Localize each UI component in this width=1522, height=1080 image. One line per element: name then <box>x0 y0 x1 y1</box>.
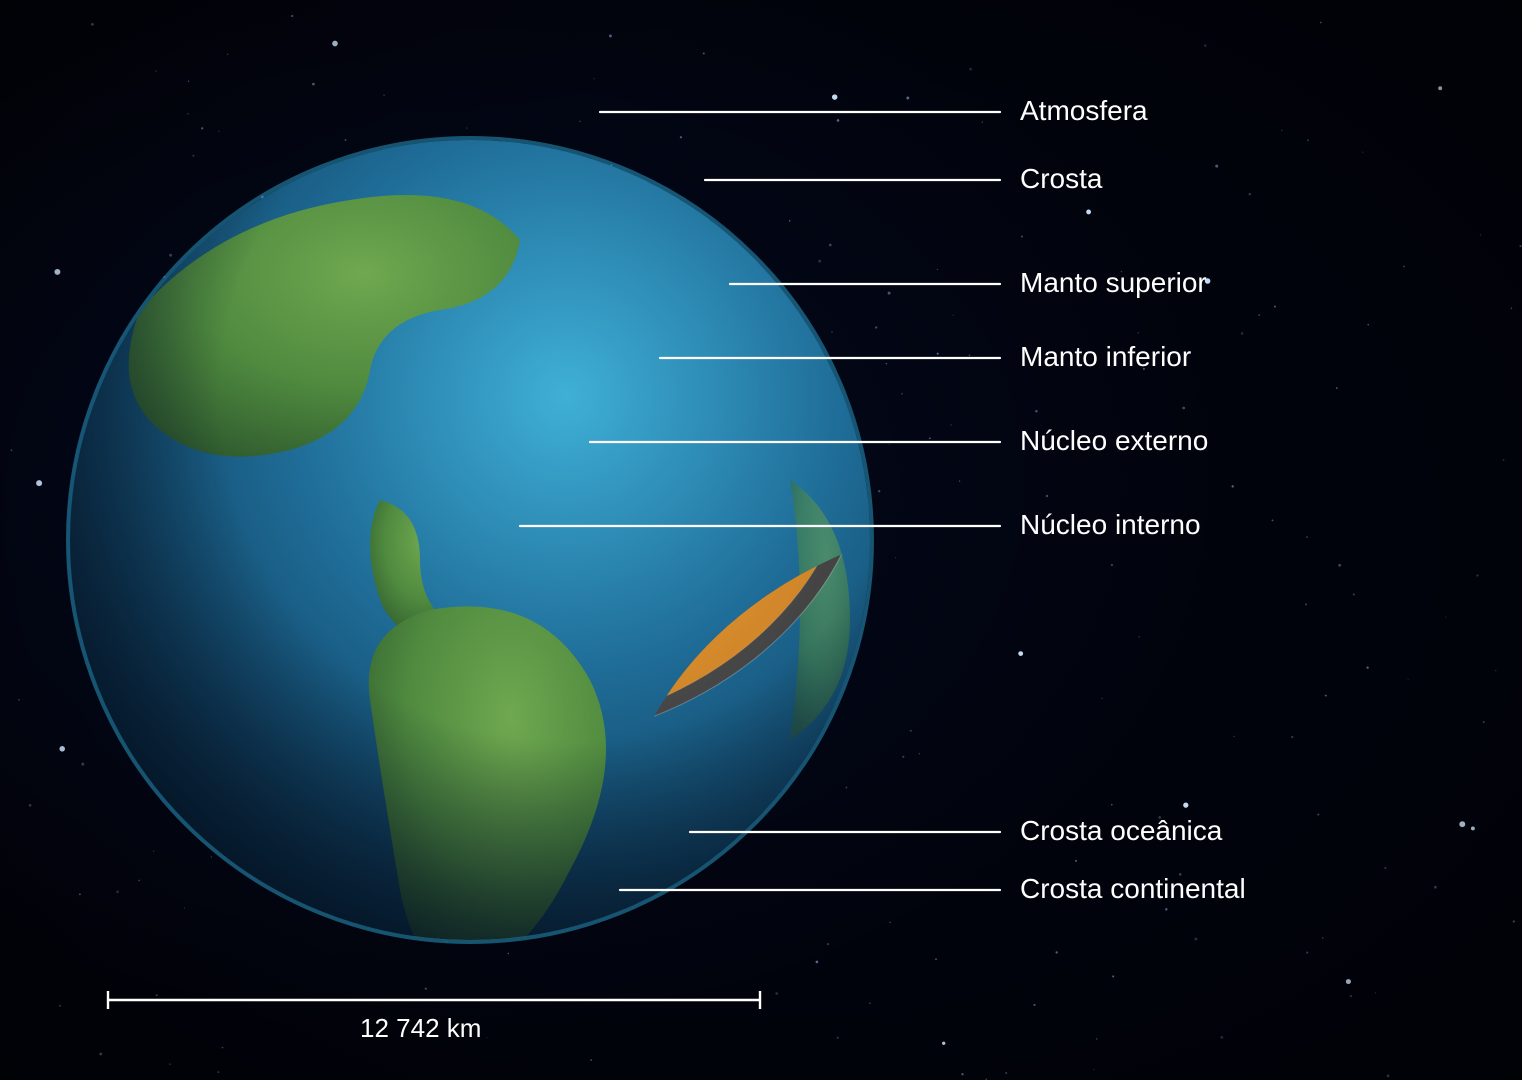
leader-lines <box>0 0 1522 1080</box>
scale-bar-label: 12 742 km <box>360 1013 481 1044</box>
label-atmosphere: Atmosfera <box>1020 95 1148 127</box>
label-ocean_crust: Crosta oceânica <box>1020 815 1222 847</box>
diagram-stage: Atmosfera Crosta Manto superior Manto infer… <box>0 0 1522 1080</box>
label-cont_crust: Crosta continental <box>1020 873 1246 905</box>
label-upper_mantle: Manto superior <box>1020 267 1207 299</box>
label-lower_mantle: Manto inferior <box>1020 341 1191 373</box>
label-inner_core: Núcleo interno <box>1020 509 1201 541</box>
label-crust: Crosta <box>1020 163 1102 195</box>
label-outer_core: Núcleo externo <box>1020 425 1208 457</box>
